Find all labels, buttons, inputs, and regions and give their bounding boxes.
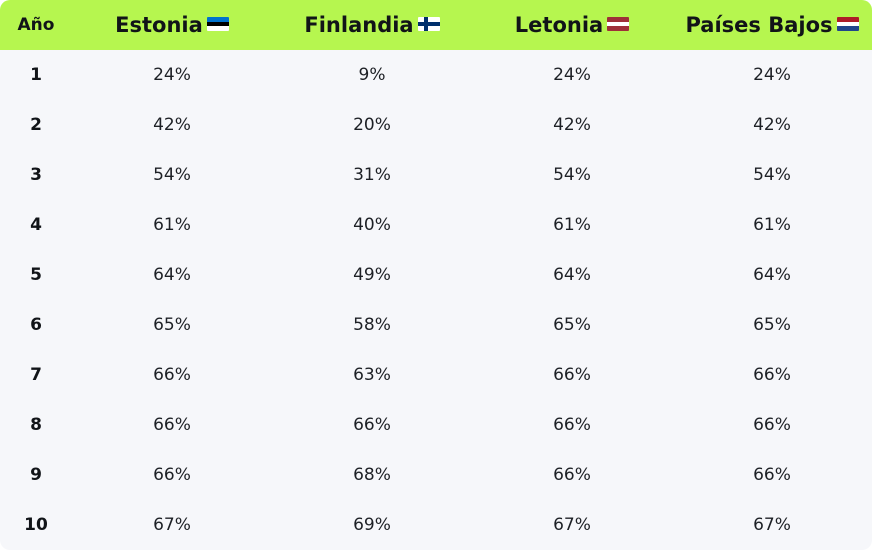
year-cell: 2 xyxy=(30,115,42,135)
value-cell-finland: 69% xyxy=(353,515,391,535)
value-cell-finland: 40% xyxy=(353,215,391,235)
netherlands-flag-icon xyxy=(836,17,859,31)
year-cell: 10 xyxy=(24,515,48,535)
value-cell-estonia: 67% xyxy=(153,515,191,535)
header-country-label: Letonia xyxy=(514,13,604,37)
table-row: 6 65% 58% 65% 65% xyxy=(0,300,872,350)
table-row: 5 64% 49% 64% 64% xyxy=(0,250,872,300)
table-body: 1 24% 9% 24% 24% 2 42% 20% 42% 42% 3 54%… xyxy=(0,50,872,550)
header-country-label: Estonia xyxy=(115,13,203,37)
value-cell-estonia: 42% xyxy=(153,115,191,135)
year-cell: 5 xyxy=(30,265,42,285)
value-cell-finland: 49% xyxy=(353,265,391,285)
value-cell-netherlands: 54% xyxy=(753,165,791,185)
header-country-finland: Finlandia xyxy=(272,0,472,50)
table-row: 1 24% 9% 24% 24% xyxy=(0,50,872,100)
header-country-latvia: Letonia xyxy=(472,0,672,50)
year-cell: 3 xyxy=(30,165,42,185)
value-cell-latvia: 66% xyxy=(553,465,591,485)
latvia-flag-icon xyxy=(607,17,630,31)
table-row: 2 42% 20% 42% 42% xyxy=(0,100,872,150)
value-cell-netherlands: 66% xyxy=(753,365,791,385)
value-cell-estonia: 66% xyxy=(153,415,191,435)
value-cell-finland: 66% xyxy=(353,415,391,435)
value-cell-estonia: 65% xyxy=(153,315,191,335)
table-header: Año Estonia Finlandia Letonia Países Baj… xyxy=(0,0,872,50)
value-cell-netherlands: 64% xyxy=(753,265,791,285)
value-cell-finland: 63% xyxy=(353,365,391,385)
table-row: 8 66% 66% 66% 66% xyxy=(0,400,872,450)
header-year: Año xyxy=(17,15,55,35)
value-cell-netherlands: 61% xyxy=(753,215,791,235)
value-cell-estonia: 54% xyxy=(153,165,191,185)
value-cell-netherlands: 67% xyxy=(753,515,791,535)
value-cell-finland: 20% xyxy=(353,115,391,135)
year-cell: 8 xyxy=(30,415,42,435)
year-cell: 4 xyxy=(30,215,42,235)
value-cell-netherlands: 24% xyxy=(753,65,791,85)
value-cell-netherlands: 66% xyxy=(753,415,791,435)
value-cell-estonia: 64% xyxy=(153,265,191,285)
value-cell-estonia: 24% xyxy=(153,65,191,85)
value-cell-latvia: 42% xyxy=(553,115,591,135)
header-country-label: Países Bajos xyxy=(685,13,833,37)
value-cell-estonia: 61% xyxy=(153,215,191,235)
value-cell-estonia: 66% xyxy=(153,465,191,485)
finland-flag-icon xyxy=(417,17,440,31)
estonia-flag-icon xyxy=(206,17,229,31)
value-cell-latvia: 24% xyxy=(553,65,591,85)
value-cell-netherlands: 66% xyxy=(753,465,791,485)
value-cell-finland: 31% xyxy=(353,165,391,185)
header-country-netherlands: Países Bajos xyxy=(672,0,872,50)
table-row: 4 61% 40% 61% 61% xyxy=(0,200,872,250)
value-cell-latvia: 64% xyxy=(553,265,591,285)
year-cell: 1 xyxy=(30,65,42,85)
value-cell-finland: 58% xyxy=(353,315,391,335)
year-cell: 9 xyxy=(30,465,42,485)
value-cell-netherlands: 65% xyxy=(753,315,791,335)
header-row: Año Estonia Finlandia Letonia Países Baj… xyxy=(0,0,872,50)
table-row: 3 54% 31% 54% 54% xyxy=(0,150,872,200)
value-cell-latvia: 66% xyxy=(553,415,591,435)
value-cell-netherlands: 42% xyxy=(753,115,791,135)
table-row: 10 67% 69% 67% 67% xyxy=(0,500,872,550)
value-cell-latvia: 65% xyxy=(553,315,591,335)
table-row: 7 66% 63% 66% 66% xyxy=(0,350,872,400)
value-cell-estonia: 66% xyxy=(153,365,191,385)
value-cell-latvia: 61% xyxy=(553,215,591,235)
header-country-label: Finlandia xyxy=(304,13,414,37)
value-cell-latvia: 54% xyxy=(553,165,591,185)
header-country-estonia: Estonia xyxy=(72,0,272,50)
value-cell-latvia: 66% xyxy=(553,365,591,385)
year-cell: 7 xyxy=(30,365,42,385)
table-row: 9 66% 68% 66% 66% xyxy=(0,450,872,500)
value-cell-finland: 68% xyxy=(353,465,391,485)
value-cell-latvia: 67% xyxy=(553,515,591,535)
value-cell-finland: 9% xyxy=(358,65,386,85)
year-cell: 6 xyxy=(30,315,42,335)
